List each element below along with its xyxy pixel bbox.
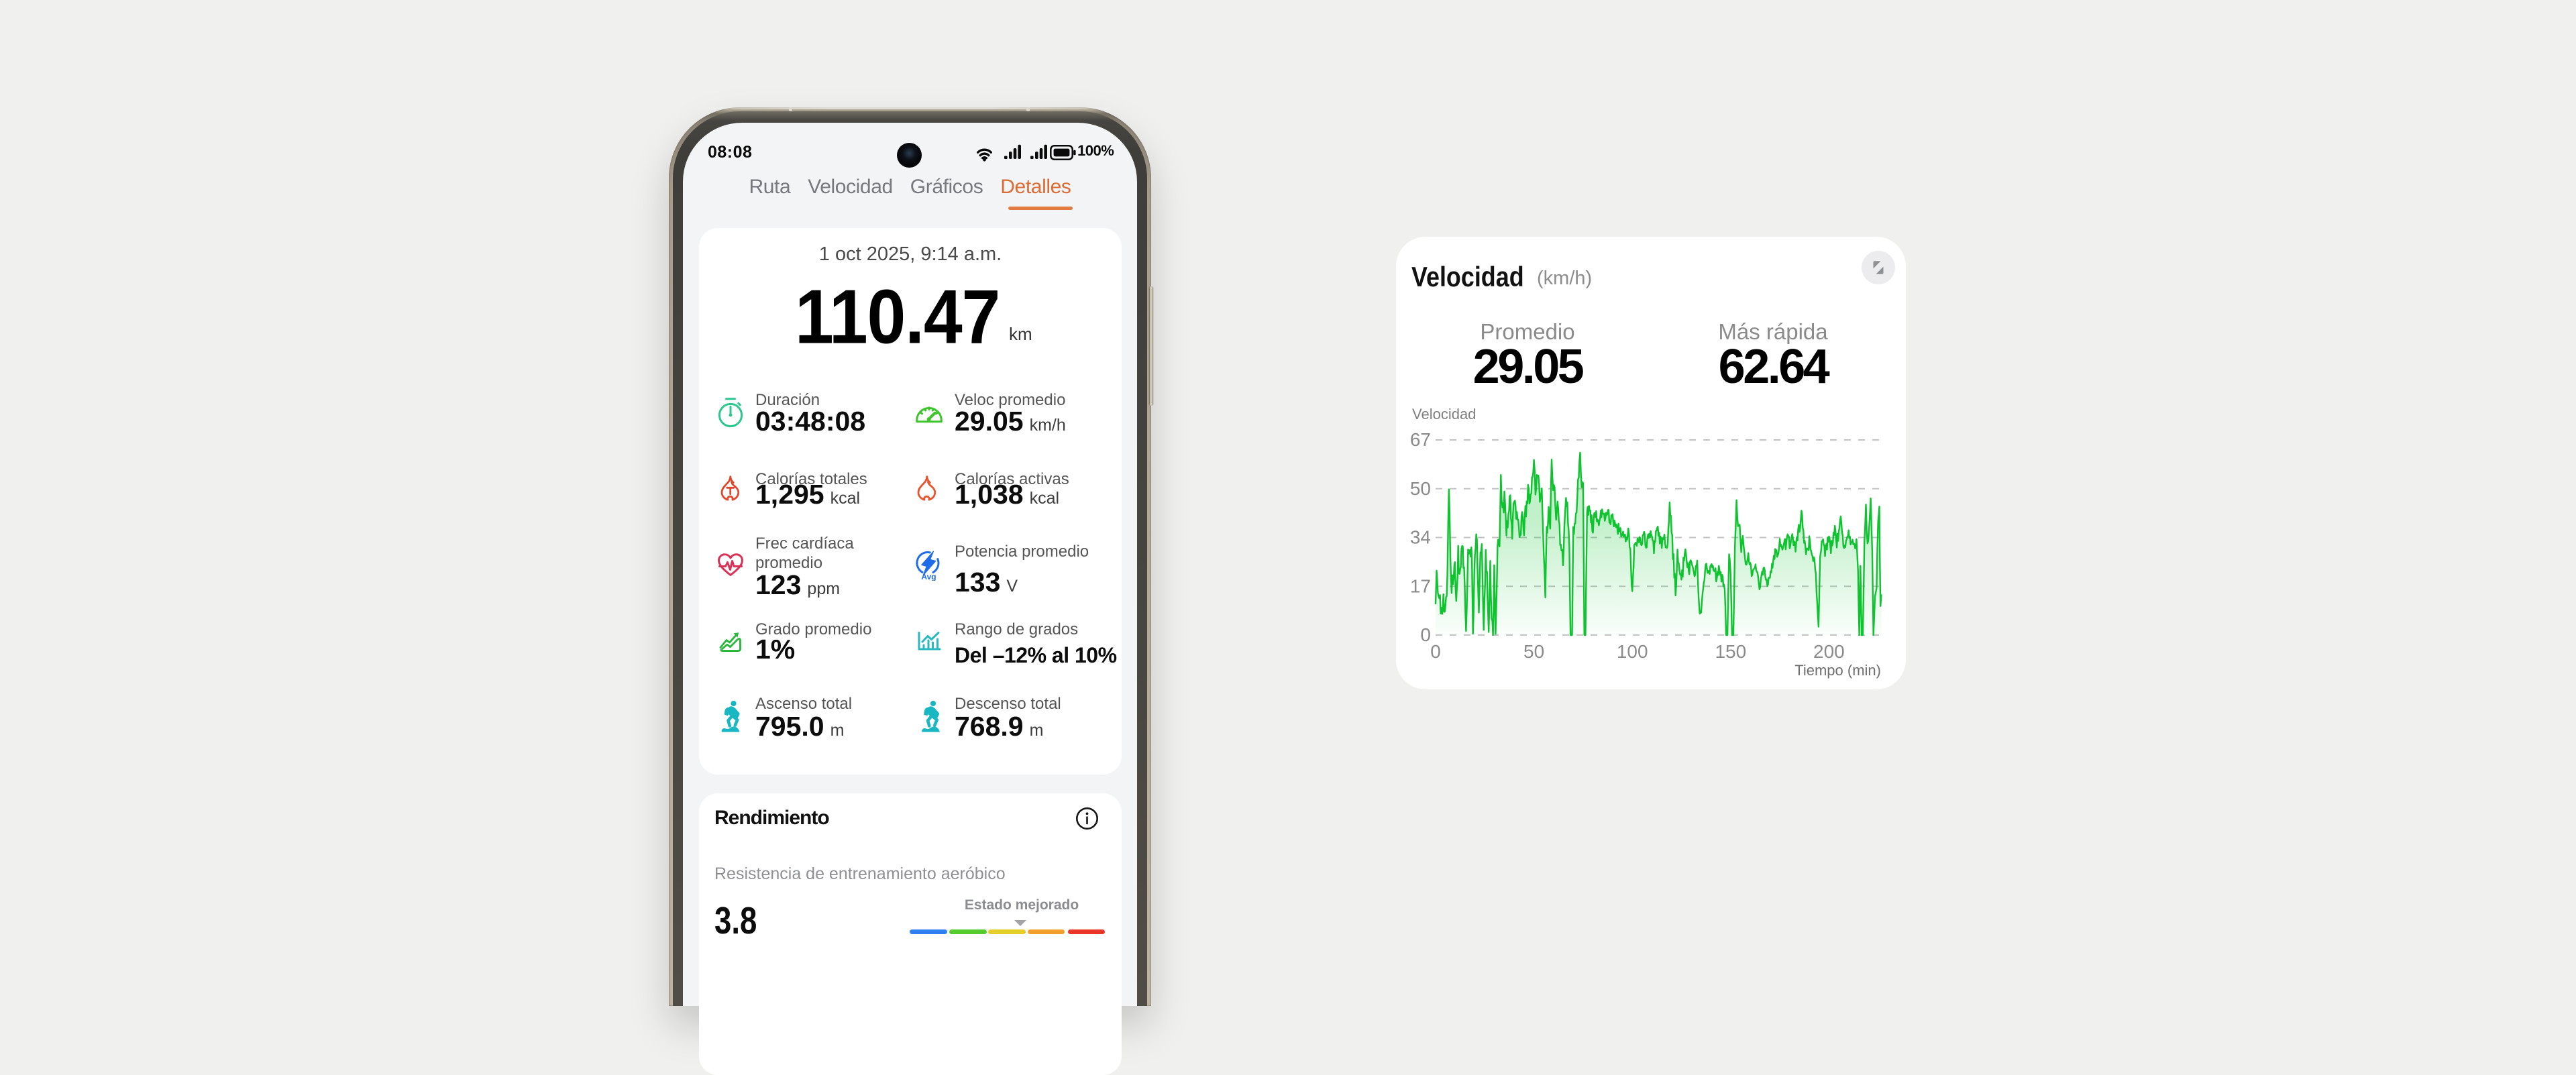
svg-text:50: 50 [1523, 641, 1544, 662]
svg-text:0: 0 [1420, 624, 1431, 645]
svg-text:200: 200 [1813, 641, 1845, 662]
svg-text:Tiempo (min): Tiempo (min) [1794, 662, 1881, 679]
svg-text:100: 100 [1617, 641, 1648, 662]
svg-text:0: 0 [1430, 641, 1441, 662]
svg-text:17: 17 [1410, 575, 1431, 596]
svg-text:67: 67 [1410, 429, 1431, 450]
svg-text:50: 50 [1410, 478, 1431, 499]
svg-text:150: 150 [1715, 641, 1746, 662]
svg-text:34: 34 [1410, 527, 1431, 548]
svg-text:Avg: Avg [921, 572, 936, 581]
